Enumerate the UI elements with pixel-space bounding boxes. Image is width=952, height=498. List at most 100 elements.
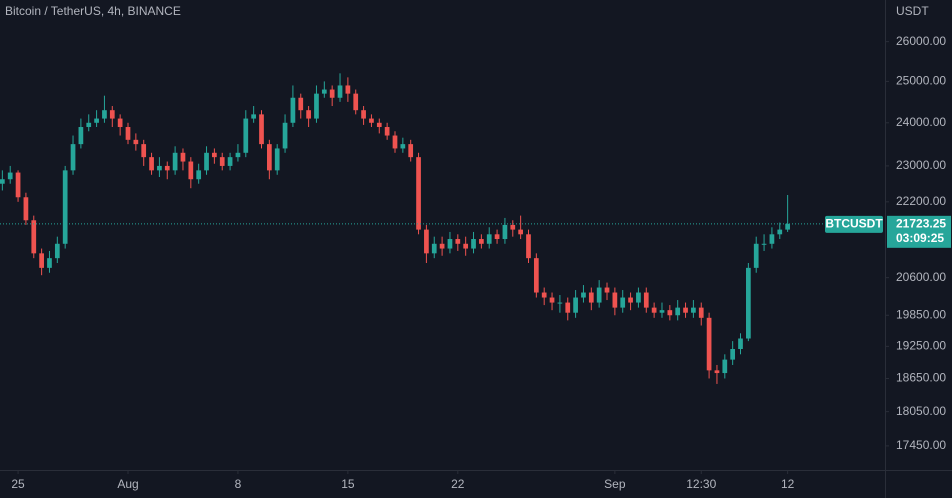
candle-body xyxy=(86,122,92,128)
candle-body xyxy=(455,239,461,244)
candle-body xyxy=(306,110,311,119)
candle-body xyxy=(78,127,84,145)
candle-body xyxy=(164,165,170,171)
candle-body xyxy=(604,287,610,293)
candle-body xyxy=(510,224,516,230)
y-tick-label: 19850.00 xyxy=(896,307,946,321)
candle-body xyxy=(675,307,681,316)
candle-body xyxy=(424,229,429,254)
symbol-tag-bg xyxy=(825,215,883,233)
candle-body xyxy=(266,144,272,171)
candle-body xyxy=(133,139,139,145)
candle-body xyxy=(541,292,547,298)
candle-body xyxy=(557,302,563,304)
candle-body xyxy=(400,144,406,149)
candle-body xyxy=(15,172,21,198)
x-tick-label: 25 xyxy=(11,477,25,491)
candle-body xyxy=(243,118,249,153)
price-tag-bg xyxy=(887,215,951,248)
y-tick-label: 18650.00 xyxy=(896,371,946,385)
chart-title: Bitcoin / TetherUS, 4h, BINANCE xyxy=(5,4,181,18)
y-tick-label: 25000.00 xyxy=(896,74,946,88)
candle-body xyxy=(353,93,359,111)
x-tick-label: 22 xyxy=(451,477,465,491)
candle-body xyxy=(502,224,508,240)
candle-body xyxy=(581,292,586,298)
candle-body xyxy=(730,349,736,360)
candle-body xyxy=(172,152,178,171)
candle-body xyxy=(777,229,783,235)
candle-body xyxy=(533,258,539,293)
candle-body xyxy=(70,144,76,171)
candle-body xyxy=(54,243,60,259)
candle-body xyxy=(376,122,382,128)
candle-body xyxy=(785,223,790,230)
candle-body xyxy=(23,197,29,221)
candle-body xyxy=(109,110,115,119)
x-tick-label: 15 xyxy=(341,477,355,491)
candle-body xyxy=(620,297,626,308)
candle-body xyxy=(282,122,288,149)
candle-body xyxy=(157,165,162,171)
countdown: 03:09:25 xyxy=(896,231,944,245)
candle-body xyxy=(39,253,44,268)
candle-body xyxy=(636,292,641,303)
candle-body xyxy=(439,243,445,249)
candle-body xyxy=(416,157,421,230)
candle-body xyxy=(321,89,327,94)
candle-body xyxy=(94,118,99,123)
candle-body xyxy=(612,292,618,308)
candle-body xyxy=(549,297,555,303)
candle-body xyxy=(761,243,767,245)
candle-body xyxy=(337,85,343,98)
x-tick-label: Sep xyxy=(604,477,626,491)
candle-body xyxy=(565,302,571,313)
candle-body xyxy=(486,234,492,244)
candle-body xyxy=(573,297,578,313)
candle-body xyxy=(329,89,335,98)
candle-body xyxy=(219,157,225,166)
candle-body xyxy=(628,297,633,303)
y-tick-label: 20600.00 xyxy=(896,270,946,284)
candle-body xyxy=(714,370,720,374)
candle-body xyxy=(290,97,296,123)
candle-body xyxy=(274,148,280,171)
candle-body xyxy=(753,243,759,268)
candle-body xyxy=(518,229,523,235)
candle-body xyxy=(117,118,123,128)
candle-body xyxy=(345,85,351,94)
y-tick-label: 22200.00 xyxy=(896,194,946,208)
candle-body xyxy=(47,258,52,268)
candle-body xyxy=(643,292,649,308)
candle-body xyxy=(235,152,241,158)
candle-body xyxy=(667,310,673,316)
candle-body xyxy=(698,307,704,318)
candle-body xyxy=(259,114,264,145)
candle-body xyxy=(651,307,657,313)
candle-body xyxy=(447,239,453,249)
price-tag: 21723.25 xyxy=(896,217,946,231)
candle-body xyxy=(62,170,68,244)
candle-body xyxy=(384,127,390,136)
y-tick-label: 23000.00 xyxy=(896,158,946,172)
candle-body xyxy=(392,135,398,149)
candle-body xyxy=(746,267,751,339)
candle-body xyxy=(196,170,202,180)
candle-body xyxy=(738,338,743,350)
candle-body xyxy=(7,172,13,180)
candle-body xyxy=(659,310,665,313)
candle-body xyxy=(369,118,374,123)
candle-body xyxy=(769,234,775,244)
x-tick-label: 12 xyxy=(781,477,795,491)
symbol-tag: BTCUSDT xyxy=(825,217,883,231)
candle-body xyxy=(691,307,696,313)
candle-body xyxy=(251,114,256,119)
x-tick-label: 8 xyxy=(235,477,242,491)
candle-body xyxy=(31,220,37,254)
candle-body xyxy=(408,144,414,158)
candle-body xyxy=(204,152,209,171)
candle-body xyxy=(494,234,500,240)
candle-body xyxy=(479,239,484,244)
candle-body xyxy=(102,110,107,119)
